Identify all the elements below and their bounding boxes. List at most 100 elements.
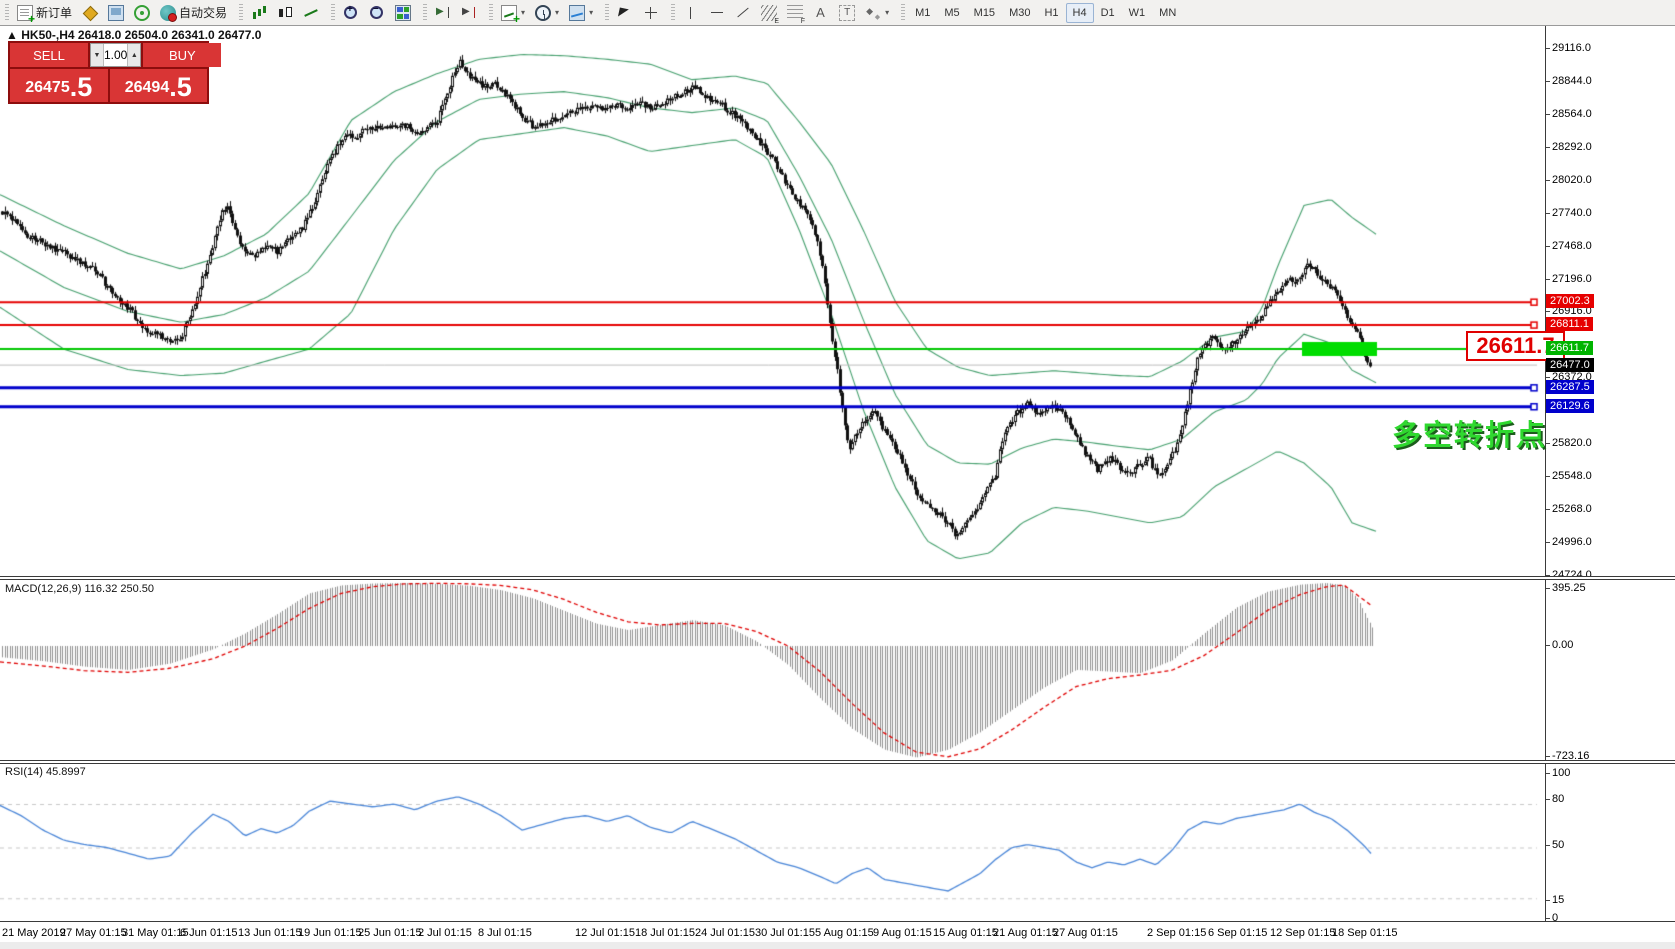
equidistant-channel-tool[interactable] <box>756 3 782 25</box>
candles-icon <box>277 5 293 21</box>
chevron-down-icon[interactable]: ▾ <box>589 8 594 17</box>
buy-button[interactable]: BUY <box>143 43 222 67</box>
rsi-label: RSI(14) 45.8997 <box>5 766 86 778</box>
profile-icon <box>569 4 586 21</box>
price-tick-label: 25268.0 <box>1546 503 1592 515</box>
buy-price[interactable]: 26494.5 <box>109 69 207 102</box>
price-tick-label: 28844.0 <box>1546 75 1592 87</box>
text-tool[interactable] <box>808 3 834 22</box>
auto-scroll-button[interactable] <box>430 3 456 22</box>
textA-icon <box>813 5 829 21</box>
market-watch-gold-button[interactable] <box>77 3 103 22</box>
new-order-button[interactable]: 新订单 <box>12 3 77 26</box>
sell-button[interactable]: SELL <box>10 43 88 67</box>
price-tick-label: 27196.0 <box>1546 273 1592 285</box>
templates-button[interactable]: ▾ <box>564 3 598 22</box>
toolbar-grip <box>331 4 336 21</box>
timeframe-m15[interactable]: M15 <box>973 6 996 19</box>
textT-icon <box>839 4 856 21</box>
zoom-out-button[interactable] <box>364 3 390 22</box>
toolbar-group <box>600 0 666 25</box>
toolbar-grip <box>671 4 676 21</box>
timeframe-group: M1 M5 M15 M30 H1 H4 D1 W1 MN <box>896 0 1185 25</box>
chart-expand-icon[interactable]: ▲ <box>6 28 18 42</box>
terminal-button[interactable] <box>103 3 129 22</box>
date-label: 13 Jun 01:15 <box>238 927 302 939</box>
price-tick-label: 24996.0 <box>1546 536 1592 548</box>
fibo-icon <box>787 4 805 25</box>
timeframe-w1[interactable]: W1 <box>1128 6 1146 19</box>
buy-price-big: .5 <box>169 72 192 102</box>
shapes-tool[interactable]: ▾ <box>860 3 894 22</box>
horizontal-line-tool[interactable] <box>704 3 730 22</box>
zoom-in-button[interactable] <box>338 3 364 22</box>
price-tick-label: 26916.0 <box>1546 305 1592 317</box>
timeframe-m30[interactable]: M30 <box>1009 6 1031 19</box>
timeframe-h4[interactable]: H4 <box>1065 2 1094 23</box>
sell-price[interactable]: 26475.5 <box>10 69 108 102</box>
tile-windows-button[interactable] <box>390 3 416 22</box>
timeframe-d1[interactable]: D1 <box>1100 6 1115 19</box>
autotrading-button-label: 自动交易 <box>179 6 228 20</box>
vertical-line-tool[interactable] <box>678 3 704 22</box>
text-label-tool[interactable] <box>834 3 860 22</box>
crosshair-tool[interactable] <box>638 3 664 22</box>
macd-name: MACD(12,26,9) <box>5 583 82 595</box>
pane-splitter[interactable] <box>0 576 1675 580</box>
timeframe-m1[interactable]: M1 <box>915 6 931 19</box>
timeframe-h1[interactable]: H1 <box>1044 6 1059 19</box>
date-label: 25 Jun 01:15 <box>358 927 422 939</box>
chart-shift-button[interactable] <box>456 3 482 22</box>
symbol-ohlc-text: HK50-,H4 26418.0 26504.0 26341.0 26477.0 <box>21 28 262 42</box>
price-tick-label: 15 <box>1545 894 1565 906</box>
volume-stepper: ▼ 1.00 ▲ <box>90 43 142 67</box>
toolbar-grip <box>423 4 428 21</box>
autotrading-button[interactable]: 自动交易 <box>155 3 232 22</box>
main-chart-canvas[interactable] <box>0 25 1545 576</box>
gold-icon <box>82 5 98 21</box>
line-chart-button[interactable] <box>298 3 324 22</box>
date-axis[interactable]: 21 May 2019 27 May 01:15 31 May 01:15 6 Jun… <box>0 921 1675 942</box>
fibonacci-tool[interactable] <box>782 3 808 25</box>
chevron-down-icon[interactable]: ▾ <box>555 8 560 17</box>
price-tick-label: 0.00 <box>1545 639 1574 651</box>
price-tick-label: 25820.0 <box>1546 437 1592 449</box>
scrollend-icon <box>435 5 451 21</box>
price-tick-label: 27740.0 <box>1546 207 1592 219</box>
chart-annotation-text[interactable]: 多空转折点 <box>1392 420 1548 452</box>
pane-splitter[interactable] <box>0 760 1675 764</box>
toolbar-grip <box>901 4 906 21</box>
volume-value[interactable]: 1.00 <box>104 48 128 62</box>
candlestick-chart-button[interactable] <box>272 3 298 22</box>
profiles-button[interactable]: ▾ <box>530 3 564 22</box>
toolbar-grip <box>5 4 9 21</box>
macd-pane-canvas[interactable] <box>0 580 1545 760</box>
hline-icon <box>709 5 725 21</box>
rsi-pane-canvas[interactable] <box>0 764 1545 920</box>
price-axis[interactable] <box>1545 25 1675 921</box>
shapes-icon <box>865 5 881 21</box>
price-callout-box[interactable]: 26611.7 <box>1466 331 1565 361</box>
volume-up-button[interactable]: ▲ <box>127 44 141 66</box>
bar-chart-button[interactable] <box>246 3 272 22</box>
date-label: 21 May 2019 <box>2 927 66 939</box>
trendline-tool[interactable] <box>730 3 756 22</box>
new-chart-button[interactable]: ▾ <box>496 3 530 26</box>
price-tick-label: -723.16 <box>1545 750 1590 762</box>
chevron-down-icon[interactable]: ▾ <box>885 8 890 17</box>
price-tick-label: 0 <box>1545 912 1559 924</box>
cursor-tool[interactable] <box>612 3 638 22</box>
addchart-icon <box>501 4 520 26</box>
symbol-header: ▲ HK50-,H4 26418.0 26504.0 26341.0 26477… <box>6 28 261 42</box>
date-label: 27 Aug 01:15 <box>1053 927 1118 939</box>
tile-icon <box>395 4 412 21</box>
signals-button[interactable] <box>129 3 155 22</box>
toolbar-group: ▾ ▾ ▾ <box>484 0 600 26</box>
chevron-down-icon[interactable]: ▾ <box>521 8 526 17</box>
volume-down-button[interactable]: ▼ <box>91 44 104 66</box>
timeframe-m5[interactable]: M5 <box>944 6 960 19</box>
price-tag-label: 26287.5 <box>1546 380 1594 394</box>
toolbar-group <box>418 0 484 25</box>
timeframe-mn[interactable]: MN <box>1159 6 1177 19</box>
auto-icon <box>160 4 178 22</box>
